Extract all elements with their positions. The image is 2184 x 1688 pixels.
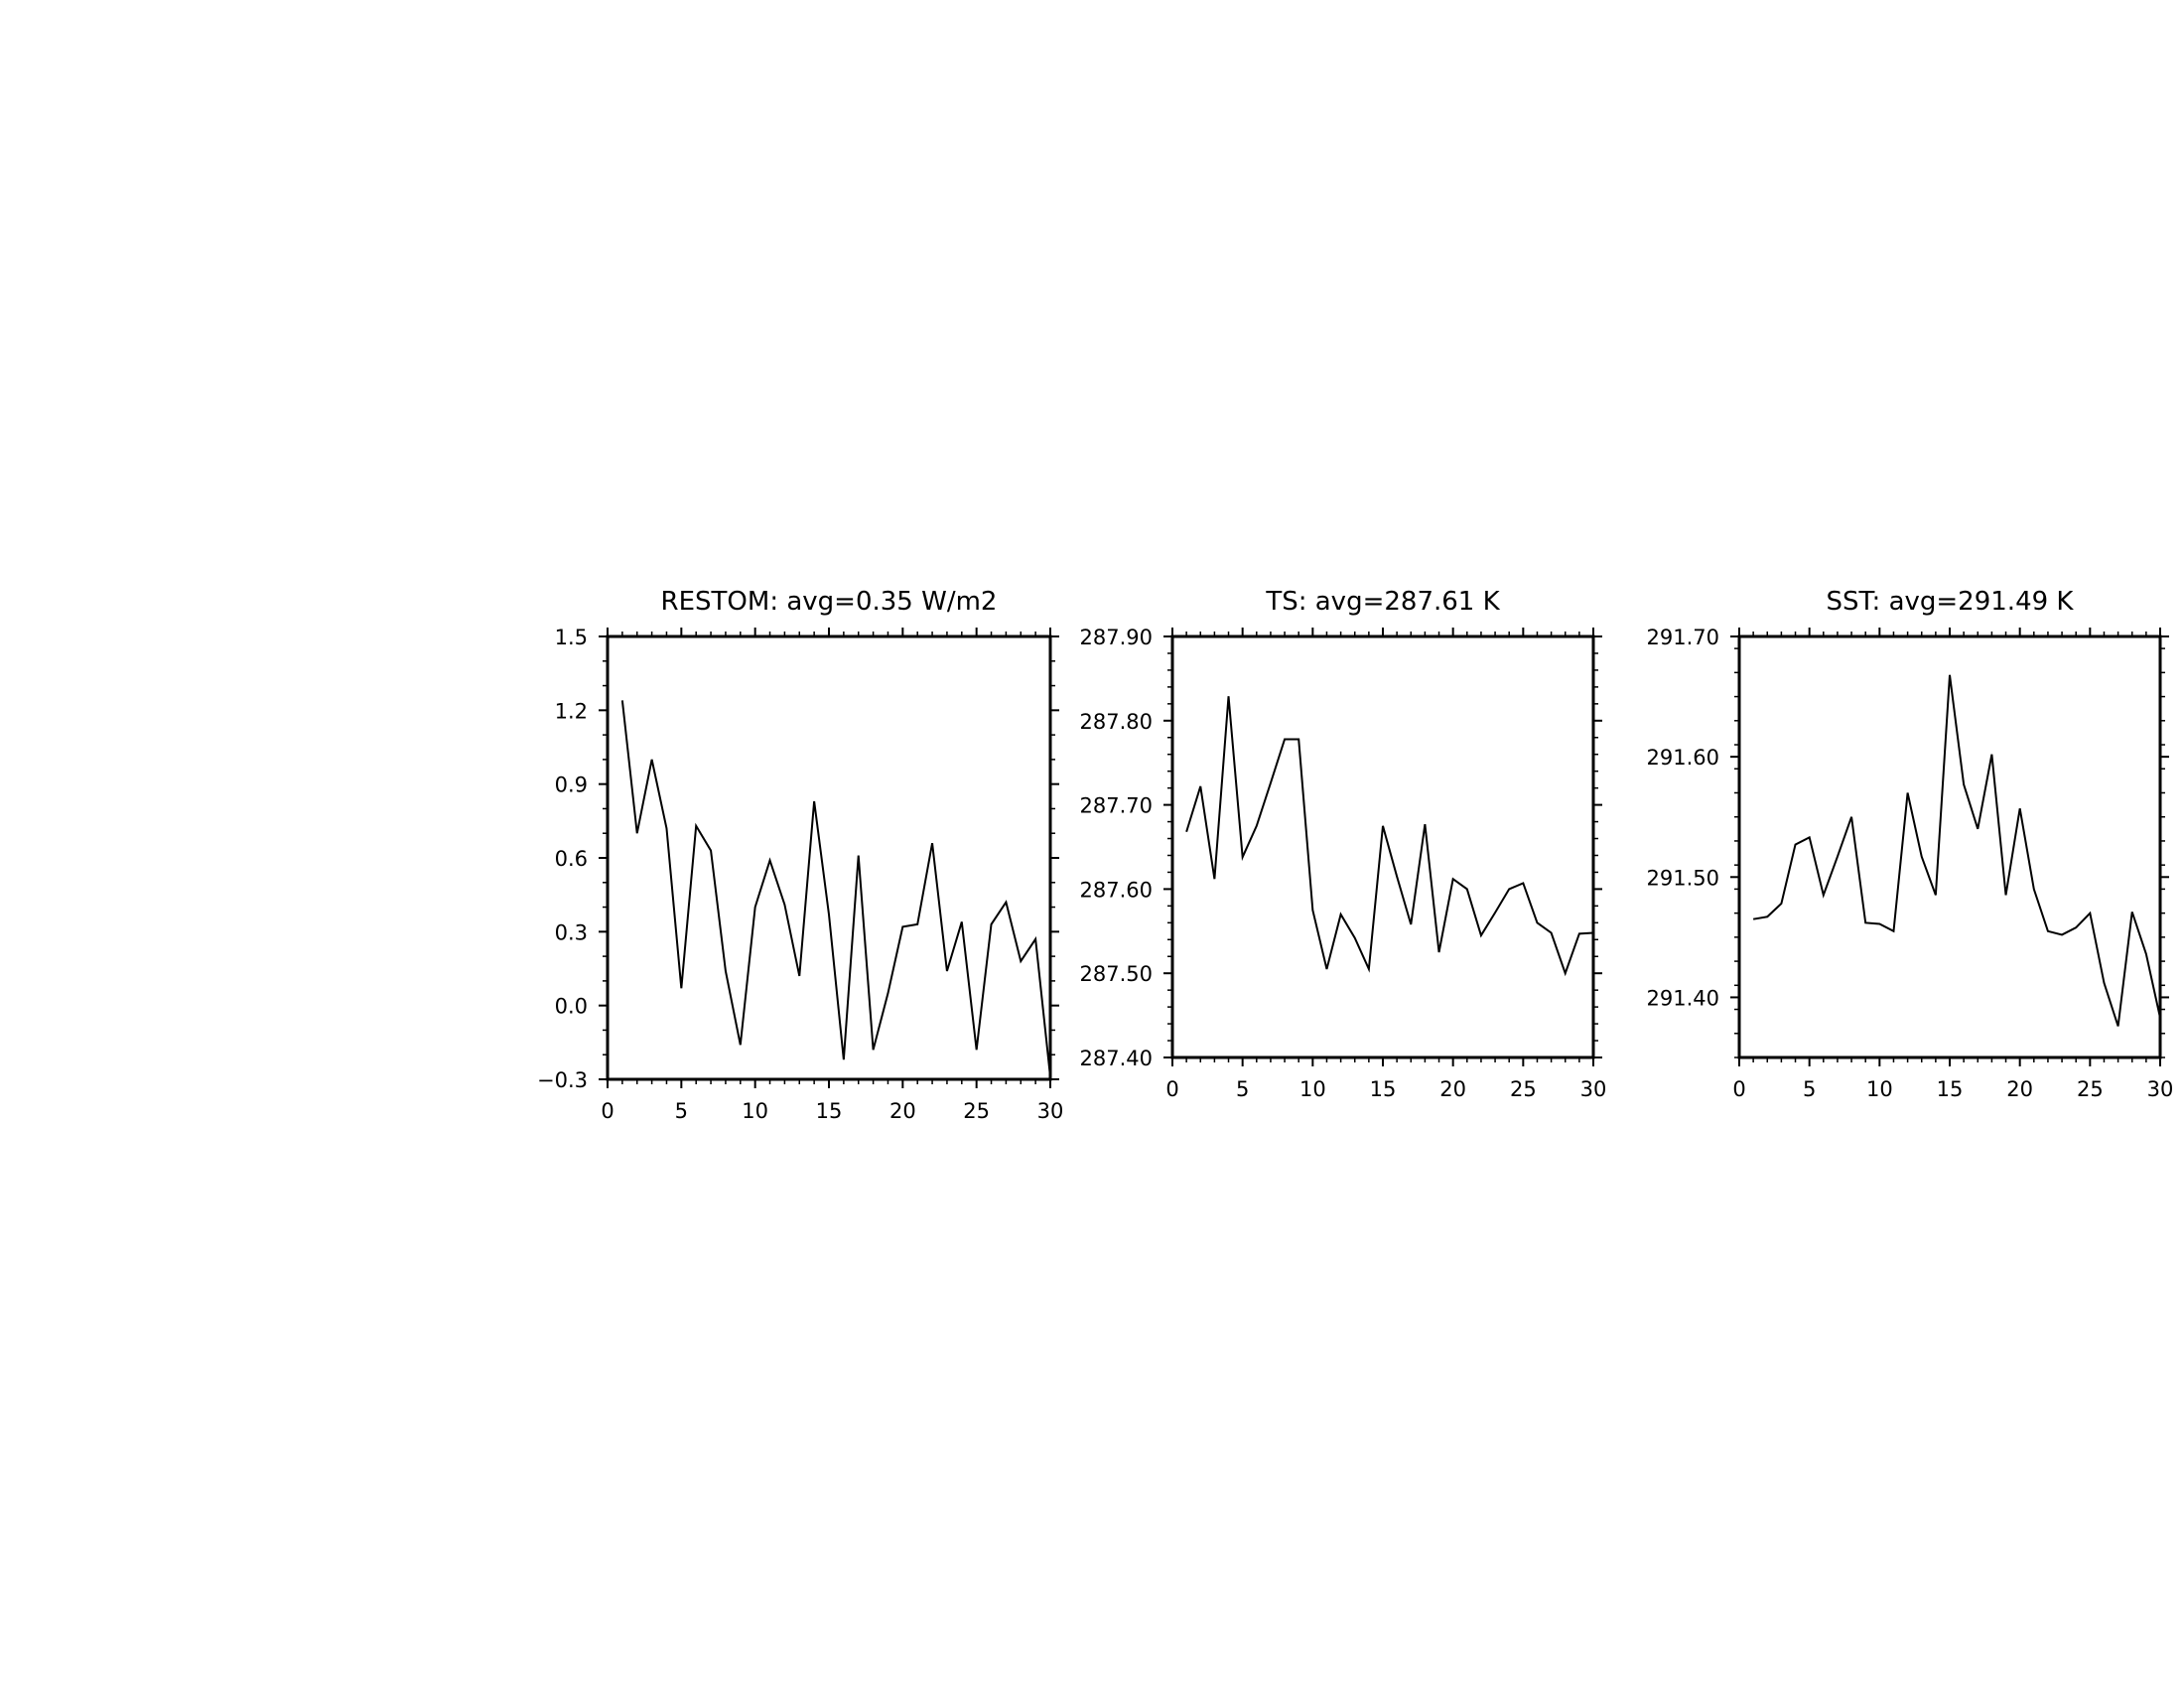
y-tick-label: 1.5 (555, 626, 588, 649)
x-tick-label: 5 (1236, 1077, 1249, 1101)
x-tick-label: 25 (2077, 1077, 2104, 1101)
x-tick-label: 15 (1370, 1077, 1397, 1101)
y-tick-label: 0.9 (555, 774, 588, 797)
y-tick-label: 287.50 (1080, 962, 1153, 986)
x-tick-label: 30 (1580, 1077, 1607, 1101)
series-line (1752, 674, 2160, 1027)
y-tick-label: −0.3 (537, 1068, 588, 1092)
y-tick-label: 291.50 (1647, 866, 1719, 890)
x-tick-label: 25 (963, 1099, 990, 1123)
panel-sst: SST: avg=291.49 K 0 5 10 15 20 25 30 291.40 291.… (1647, 587, 2174, 1101)
x-tick-label: 20 (889, 1099, 916, 1123)
x-tick-label: 20 (1439, 1077, 1466, 1101)
panel-restom: RESTOM: avg=0.35 W/m2 0 5 10 15 20 25 30 −0.3 0.… (537, 587, 1063, 1123)
y-tick-label: 0.3 (555, 920, 588, 944)
x-tick-label: 10 (1299, 1077, 1326, 1101)
x-tick-label: 15 (1937, 1077, 1964, 1101)
y-tick-label: 287.80 (1080, 710, 1153, 734)
x-tick-label: 25 (1510, 1077, 1537, 1101)
x-tick-label: 0 (601, 1099, 614, 1123)
y-tick-label: 287.70 (1080, 794, 1153, 818)
y-tick-label: 291.40 (1647, 986, 1719, 1010)
plot-frame (1737, 634, 2162, 1059)
y-tick-label: 1.2 (555, 699, 588, 723)
panel-title: RESTOM: avg=0.35 W/m2 (661, 587, 998, 617)
panel-title: SST: avg=291.49 K (1827, 587, 2075, 617)
x-tick-label: 10 (1866, 1077, 1893, 1101)
series-line (1185, 696, 1593, 977)
x-tick-label: 20 (2006, 1077, 2033, 1101)
plot-frame (606, 634, 1052, 1081)
y-tick-label: 0.6 (555, 847, 588, 871)
x-tick-label: 0 (1732, 1077, 1745, 1101)
x-tick-label: 5 (1803, 1077, 1816, 1101)
y-tick-label: 291.70 (1647, 626, 1719, 649)
x-tick-label: 30 (2147, 1077, 2174, 1101)
y-tick-label: 0.0 (555, 995, 588, 1019)
x-tick-label: 5 (675, 1099, 688, 1123)
y-tick-label: 287.90 (1080, 626, 1153, 649)
x-tick-label: 15 (816, 1099, 843, 1123)
y-tick-label: 287.60 (1080, 878, 1153, 902)
series-line (620, 700, 1050, 1077)
panel-title: TS: avg=287.61 K (1265, 587, 1500, 617)
y-tick-label: 287.40 (1080, 1047, 1153, 1070)
x-tick-label: 30 (1037, 1099, 1064, 1123)
panel-ts: TS: avg=287.61 K 0 5 10 15 20 25 30 287.40 287.5… (1080, 587, 1607, 1101)
plot-frame (1170, 634, 1595, 1059)
y-tick-label: 291.60 (1647, 746, 1719, 770)
x-tick-label: 0 (1165, 1077, 1178, 1101)
x-tick-label: 10 (742, 1099, 768, 1123)
